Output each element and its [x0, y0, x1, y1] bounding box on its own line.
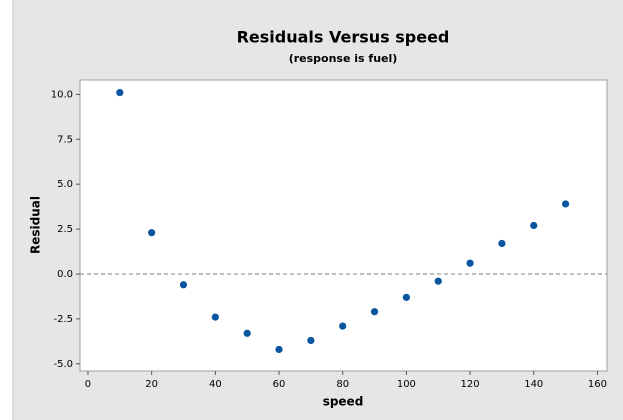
x-tick-label: 0: [85, 379, 91, 390]
chart-subtitle: (response is fuel): [289, 52, 398, 65]
y-tick-label: 5.0: [57, 179, 73, 190]
data-point: [307, 336, 315, 345]
data-point: [275, 345, 283, 354]
x-tick-label: 40: [209, 379, 222, 390]
data-point: [243, 329, 251, 337]
data-point: [116, 88, 124, 97]
data-point: [148, 229, 156, 237]
y-tick-label: 7.5: [57, 134, 73, 145]
y-tick-label: 10.0: [51, 89, 73, 100]
data-point: [179, 281, 188, 289]
data-point: [530, 221, 538, 230]
data-point: [434, 277, 442, 285]
data-point: [562, 200, 570, 208]
data-point: [466, 259, 474, 267]
y-tick-label: -2.5: [53, 314, 73, 325]
x-tick-label: 140: [524, 379, 543, 390]
x-tick-label: 160: [588, 379, 607, 390]
y-tick-label: 2.5: [57, 224, 73, 235]
y-axis-label: Residual: [29, 196, 43, 254]
data-point: [370, 308, 379, 316]
x-tick-label: 20: [145, 379, 158, 390]
x-tick-label: 100: [397, 379, 416, 390]
y-tick-label: 0.0: [57, 269, 73, 280]
x-axis-label: speed: [323, 395, 364, 409]
data-point: [339, 322, 347, 330]
plot-area: [79, 79, 608, 372]
y-tick-label: -5.0: [53, 359, 73, 370]
chart-title: Residuals Versus speed: [237, 28, 450, 47]
data-point: [211, 313, 219, 321]
data-point: [402, 293, 410, 301]
x-tick-label: 60: [273, 379, 286, 390]
x-tick-label: 80: [336, 379, 349, 390]
x-tick-label: 120: [461, 379, 480, 390]
data-point: [498, 239, 506, 248]
